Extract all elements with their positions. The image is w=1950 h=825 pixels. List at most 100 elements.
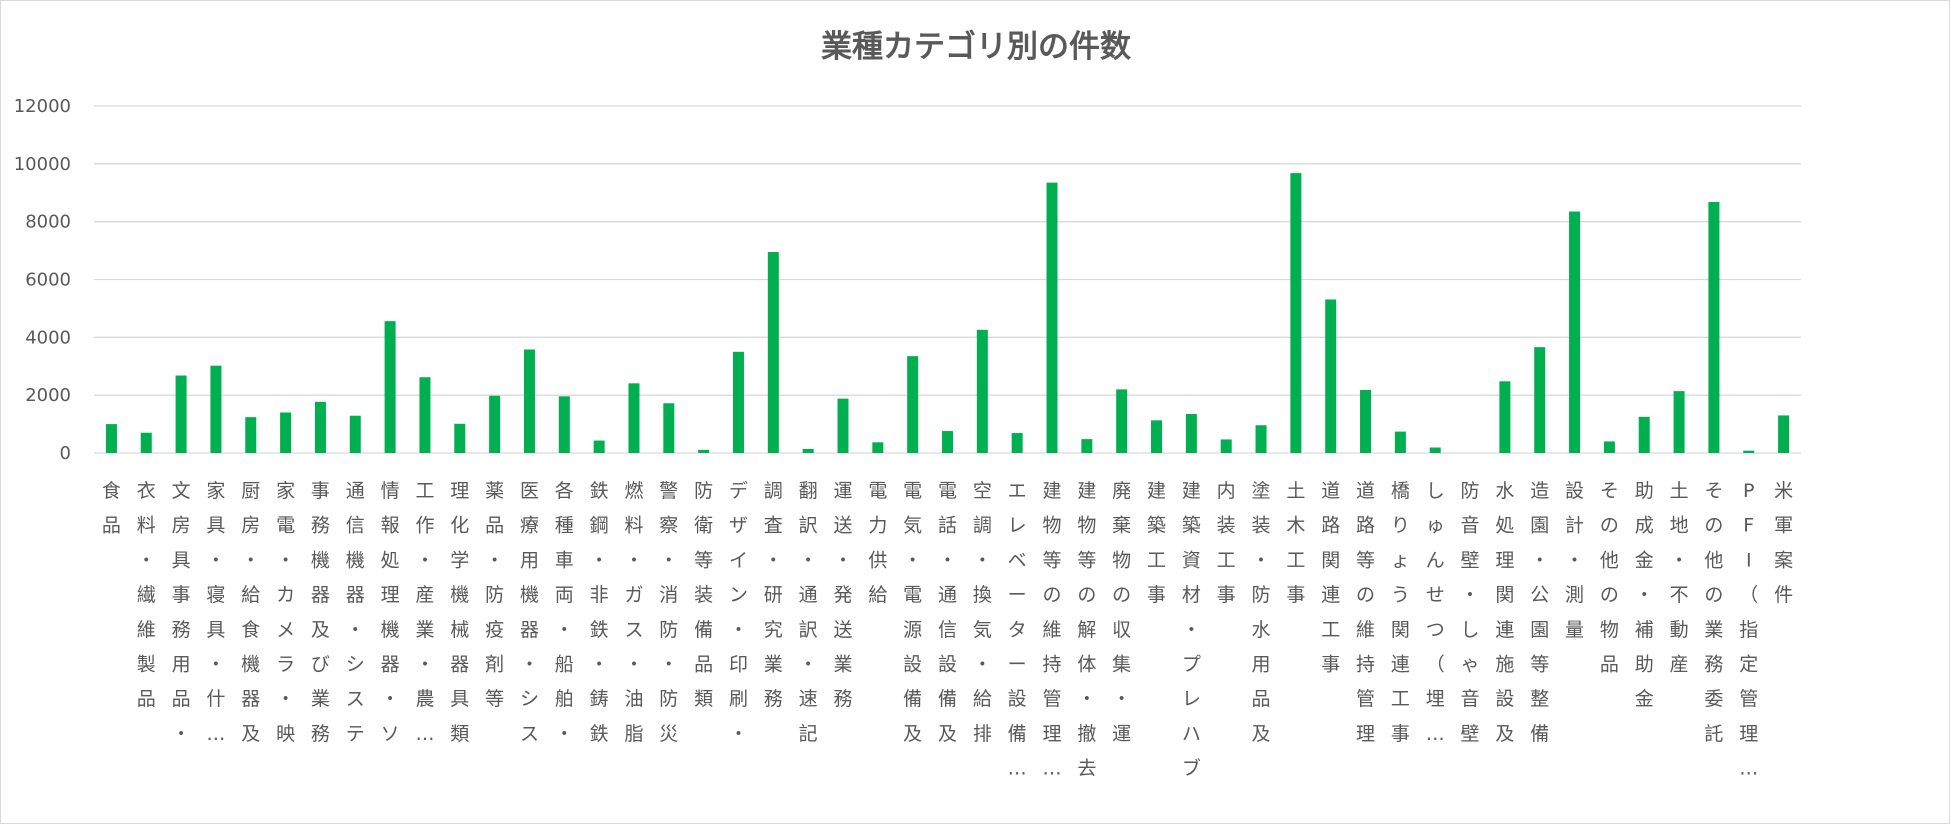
x-category-label: 電話・通信設備及 bbox=[938, 480, 957, 745]
bar bbox=[558, 396, 570, 453]
x-category-label: 理化学機械器具類 bbox=[450, 480, 469, 745]
bar bbox=[349, 415, 361, 453]
y-tick-label: 2000 bbox=[25, 385, 71, 406]
bar bbox=[593, 440, 605, 453]
bar bbox=[140, 432, 152, 453]
y-axis-ticks: 0 2000 4000 6000 8000 10000 12000 bbox=[14, 96, 71, 464]
bar bbox=[1708, 202, 1720, 453]
bar bbox=[872, 442, 884, 453]
bar bbox=[210, 365, 222, 453]
x-category-label: 翻訳・通訳・速記 bbox=[799, 480, 818, 745]
x-category-label: 事務機器及び業務 bbox=[311, 480, 330, 745]
bar bbox=[419, 377, 431, 453]
x-category-label: 土地・不動産 bbox=[1670, 480, 1689, 676]
bar bbox=[628, 383, 640, 453]
bar bbox=[1185, 413, 1197, 453]
x-category-label: 食品 bbox=[102, 480, 121, 537]
x-category-label: 調査・研究業務 bbox=[764, 480, 783, 710]
y-tick-label: 6000 bbox=[25, 270, 71, 291]
gridlines bbox=[94, 105, 1801, 454]
bar bbox=[976, 329, 988, 453]
bar bbox=[1046, 182, 1058, 454]
y-tick-label: 10000 bbox=[14, 154, 71, 175]
bar bbox=[105, 424, 117, 453]
x-category-label: 鉄鋼・非鉄・鋳鉄 bbox=[590, 480, 609, 745]
bar bbox=[802, 448, 814, 453]
x-category-label: 道路等の維持管理 bbox=[1356, 480, 1375, 745]
x-category-label: その他の業務委託 bbox=[1704, 480, 1723, 745]
x-category-label: 電力供給 bbox=[868, 480, 887, 606]
bar bbox=[1778, 415, 1790, 453]
x-category-label: 電気・電源設備及 bbox=[903, 480, 922, 745]
x-category-label: 家電・カメラ・映 bbox=[276, 480, 295, 745]
x-category-label: 内装工事 bbox=[1217, 480, 1236, 606]
y-tick-label: 12000 bbox=[14, 96, 71, 117]
x-category-label: 衣料・繊維製品 bbox=[137, 480, 156, 710]
bar bbox=[837, 398, 849, 453]
bar bbox=[1325, 299, 1337, 453]
x-category-label: 家具・寝具・什… bbox=[206, 480, 225, 745]
x-category-label: 造園・公園等整備 bbox=[1530, 480, 1549, 745]
x-category-label: 廃棄物の収集・運 bbox=[1112, 480, 1131, 745]
x-category-label: 道路関連工事 bbox=[1321, 480, 1340, 676]
x-category-label: 土木工事 bbox=[1286, 480, 1305, 606]
bar bbox=[698, 449, 710, 453]
x-category-label: 建築工事 bbox=[1147, 480, 1166, 606]
x-category-label: 医療用機器・シス bbox=[520, 480, 539, 745]
bar bbox=[280, 412, 292, 453]
bar bbox=[1255, 425, 1267, 453]
x-category-label: 塗装・防水用品及 bbox=[1252, 479, 1271, 745]
bar bbox=[1394, 431, 1406, 453]
bar bbox=[1499, 381, 1511, 453]
x-category-label: 通信機器・システ bbox=[346, 480, 365, 745]
bar bbox=[1220, 439, 1232, 453]
bar bbox=[1569, 211, 1581, 453]
x-category-label: P F I （指定管理… bbox=[1739, 480, 1758, 780]
y-tick-label: 0 bbox=[60, 443, 71, 464]
x-category-label: 助成金・補助金 bbox=[1635, 480, 1654, 710]
x-category-label: エレベーター設備… bbox=[1008, 480, 1027, 780]
bar bbox=[384, 321, 396, 453]
bar bbox=[1673, 391, 1685, 453]
bar bbox=[1081, 439, 1093, 453]
bar bbox=[523, 349, 535, 453]
x-category-label: 空調・換気・給排 bbox=[973, 480, 992, 745]
x-category-label: 橋りょう関連工事 bbox=[1391, 480, 1410, 745]
chart-title: 業種カテゴリ別の件数 bbox=[821, 29, 1131, 65]
x-category-label: 運送・発送業務 bbox=[833, 480, 852, 710]
bar bbox=[732, 351, 744, 453]
bar bbox=[1603, 441, 1615, 453]
x-category-label: 米軍案件 bbox=[1774, 480, 1793, 606]
bar bbox=[942, 431, 953, 453]
x-category-label: 建物等の解体・撤去 bbox=[1077, 480, 1096, 780]
x-category-label: 建物等の維持管理… bbox=[1043, 480, 1062, 780]
bar bbox=[314, 401, 326, 453]
y-tick-label: 4000 bbox=[25, 327, 71, 348]
x-category-label: 工作・産業・農… bbox=[415, 480, 434, 745]
bar bbox=[1116, 389, 1128, 453]
x-category-label: 文房具事務用品・ bbox=[172, 480, 191, 745]
bar bbox=[1011, 433, 1023, 453]
bar bbox=[175, 375, 187, 453]
x-category-label: 防音壁・しゃ音壁 bbox=[1461, 480, 1480, 745]
x-category-label: 情報処理機器・ソ bbox=[381, 480, 400, 745]
bar bbox=[663, 403, 675, 453]
bar bbox=[907, 356, 919, 453]
bar bbox=[1534, 347, 1546, 453]
bar bbox=[245, 417, 257, 453]
x-category-label: 水処理関連施設及 bbox=[1495, 480, 1514, 745]
bar bbox=[1290, 173, 1302, 453]
bar bbox=[767, 252, 779, 453]
bar bbox=[1360, 389, 1372, 453]
bar bbox=[1743, 450, 1755, 453]
y-tick-label: 8000 bbox=[25, 212, 71, 233]
bar bbox=[1638, 416, 1650, 453]
x-category-label: 厨房・給食機器及 bbox=[241, 480, 260, 745]
bar bbox=[1429, 447, 1441, 453]
x-category-label: 設計・測量 bbox=[1565, 480, 1584, 641]
x-category-label: デザイン・印刷・ bbox=[729, 480, 748, 745]
bars bbox=[105, 173, 1790, 454]
